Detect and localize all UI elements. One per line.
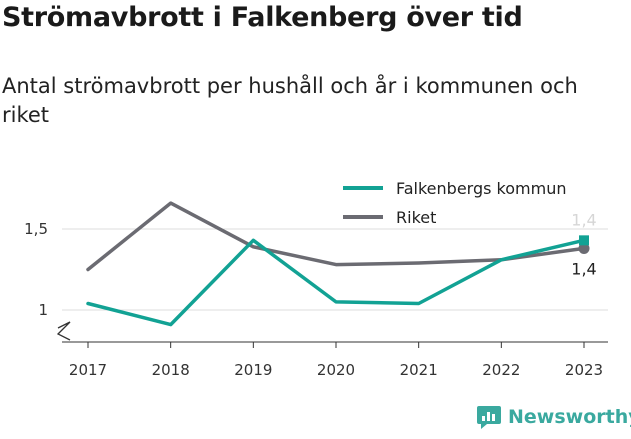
newsworthy-logo-icon: [477, 406, 501, 429]
grid-lines: 1,51: [24, 220, 608, 319]
x-tick-label-2019: 2019: [234, 361, 272, 379]
legend: Falkenbergs kommun Riket: [343, 179, 566, 227]
series-line-0: [86, 238, 586, 327]
y-tick-label-1: 1: [38, 301, 48, 319]
x-tick-label-2021: 2021: [400, 361, 438, 379]
x-axis: 2017 2018 2019 2020 2021 2022 2023: [56, 321, 608, 379]
x-tick-label-2023: 2023: [565, 361, 603, 379]
y-tick-label-0: 1,5: [24, 220, 48, 238]
legend-label-1: Riket: [396, 208, 436, 227]
x-tick-label-2017: 2017: [69, 361, 107, 379]
series-lines: [86, 201, 590, 327]
legend-label-0: Falkenbergs kommun: [396, 179, 566, 198]
brand-logo: Newsworthy: [476, 404, 631, 430]
end-marker-falkenberg: [579, 235, 589, 246]
end-marker-riket: [578, 242, 590, 254]
x-tick-label-2018: 2018: [152, 361, 190, 379]
x-tick-label-2022: 2022: [482, 361, 520, 379]
data-label-falkenberg-2023: 1,4: [571, 210, 596, 229]
brand-name: Newsworthy: [508, 406, 631, 428]
data-labels: 1,4 1,4: [571, 210, 596, 278]
x-tick-label-2020: 2020: [317, 361, 355, 379]
data-label-riket-2023: 1,4: [571, 259, 596, 278]
page-title: Strömavbrott i Falkenberg över tid: [2, 2, 523, 33]
page-subtitle: Antal strömavbrott per hushåll och år i …: [2, 74, 578, 127]
axis-break-icon: [56, 321, 71, 341]
